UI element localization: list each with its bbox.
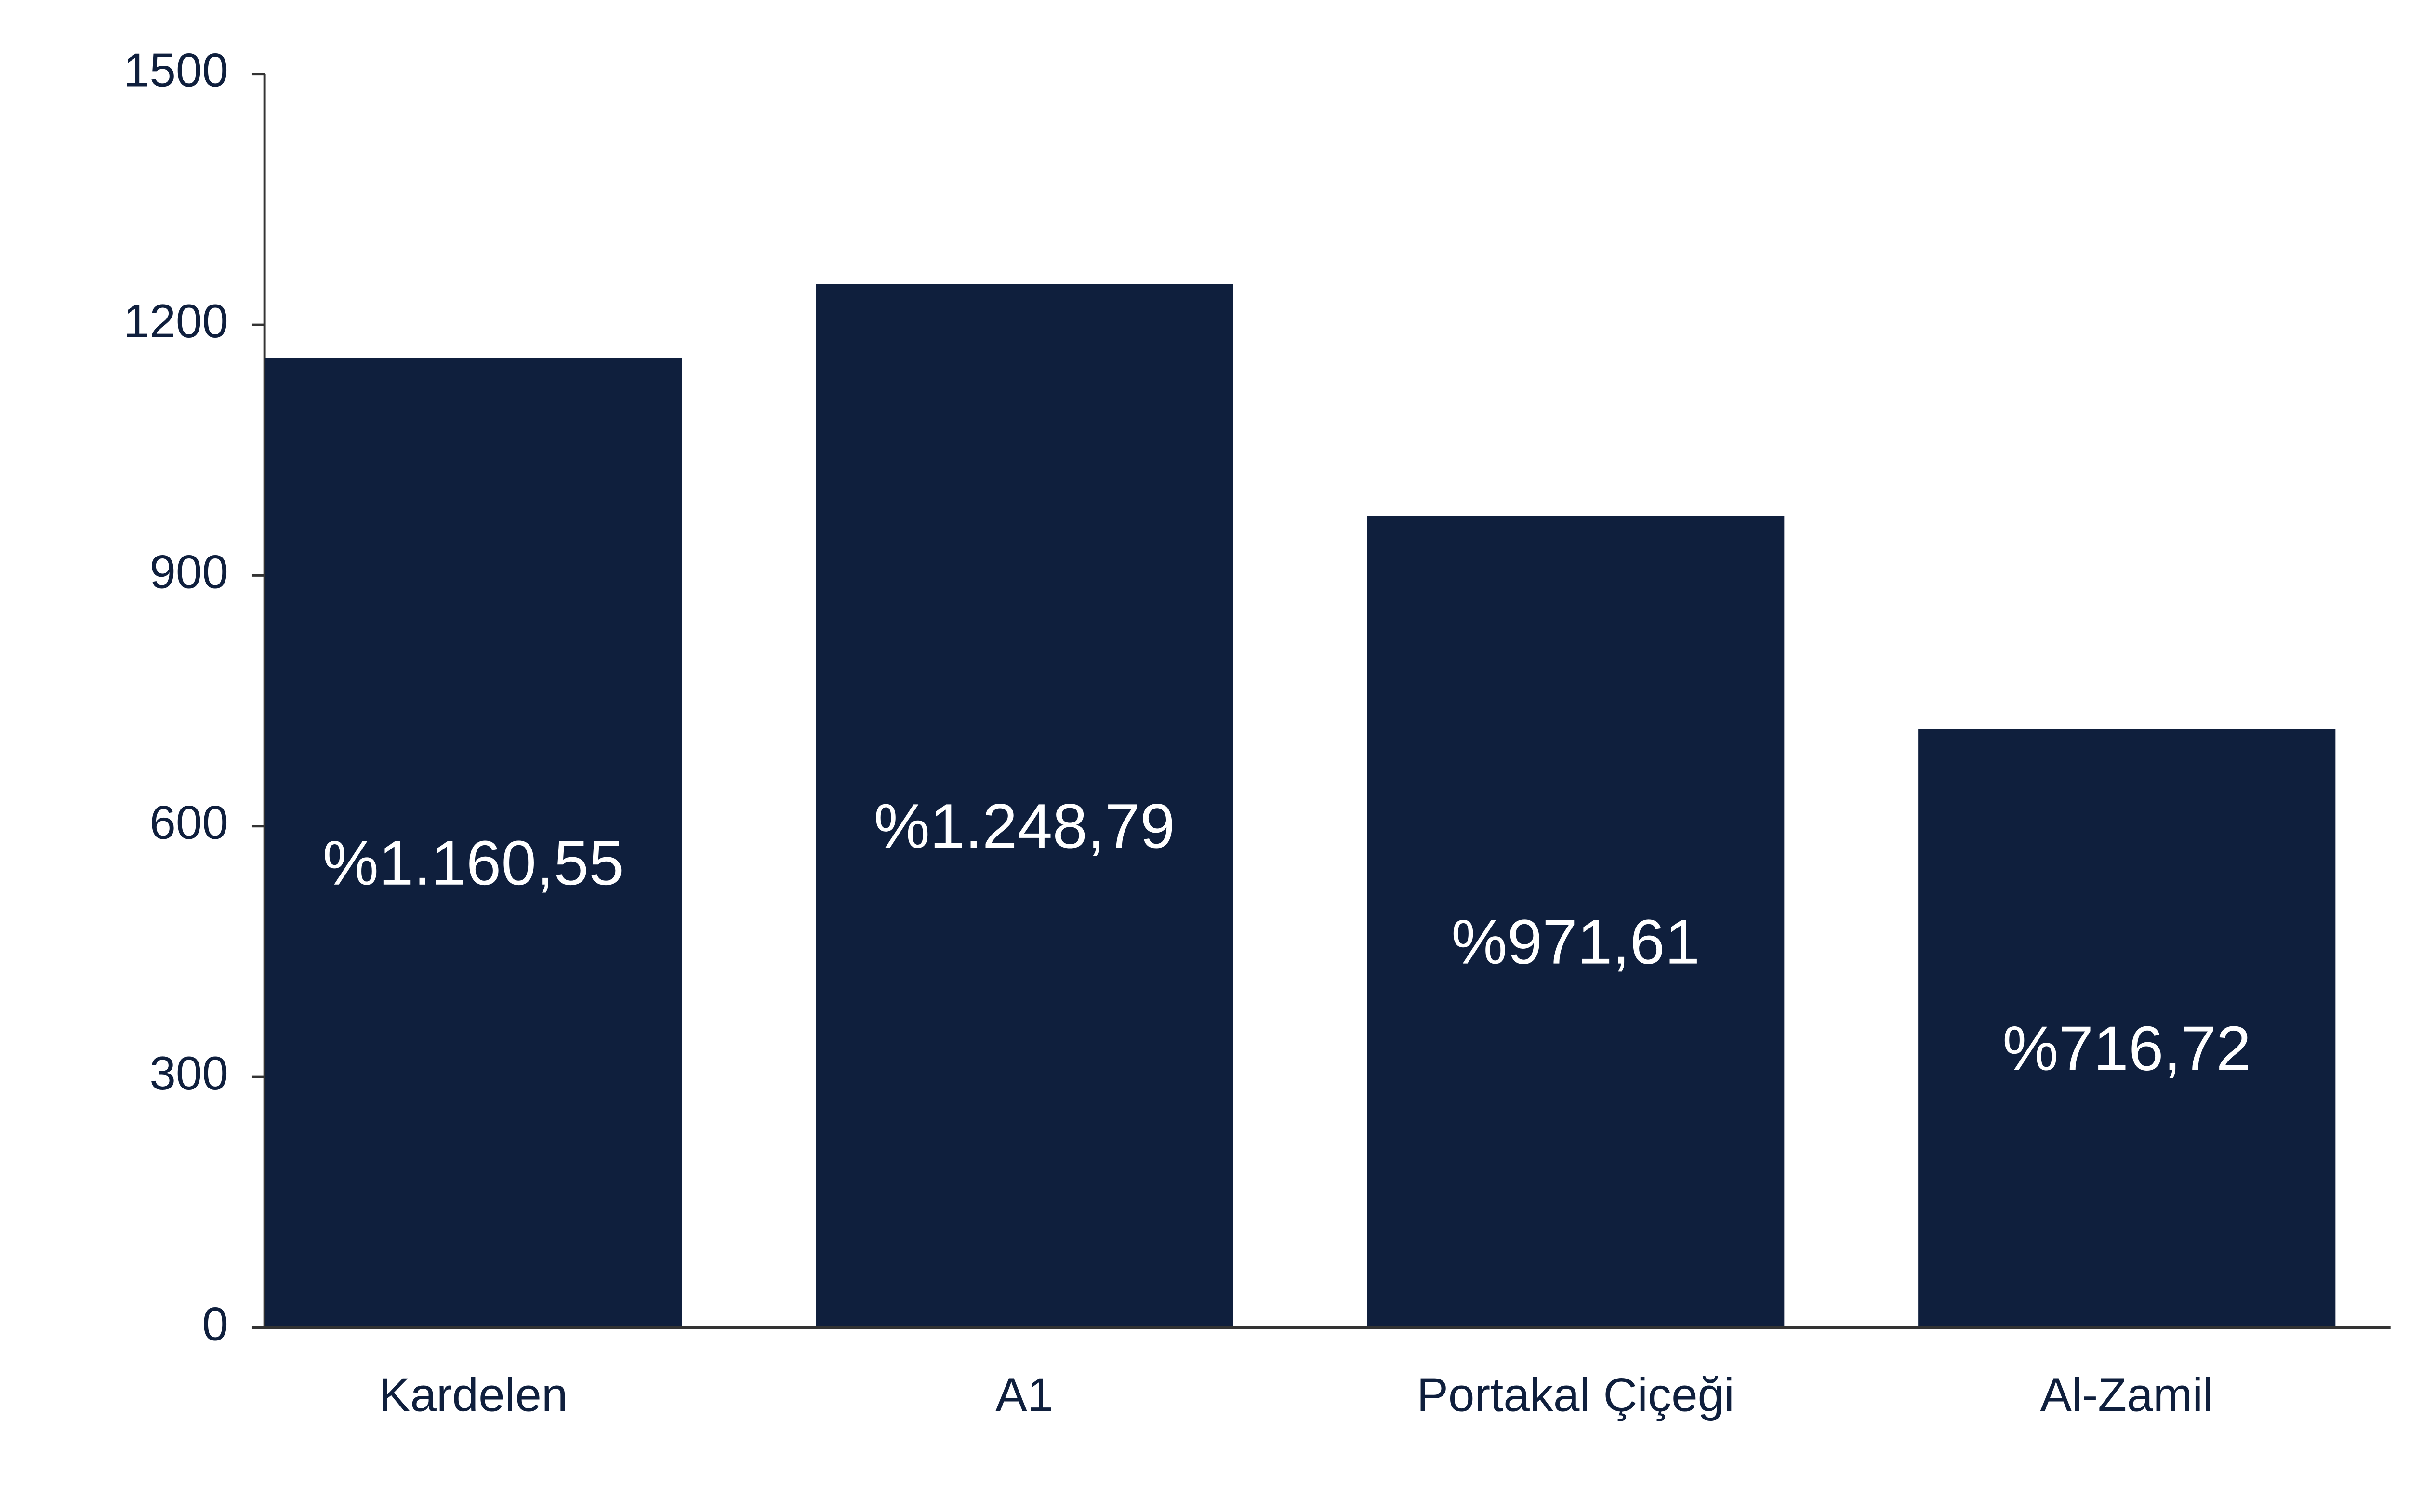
data-label: %1.248,79 <box>874 791 1175 861</box>
data-label: %716,72 <box>2002 1013 2251 1084</box>
y-tick-label: 600 <box>149 796 228 849</box>
y-tick-label: 300 <box>149 1047 228 1100</box>
bar <box>816 284 1233 1328</box>
data-label: %971,61 <box>1451 907 1700 977</box>
x-tick-label: Portakal Çiçeği <box>1417 1368 1734 1421</box>
y-tick-label: 1500 <box>123 44 228 97</box>
bar <box>265 358 682 1328</box>
x-tick-label: A1 <box>995 1368 1053 1421</box>
bar <box>1367 516 1785 1328</box>
y-tick-label: 0 <box>202 1297 228 1350</box>
x-tick-label: Al-Zamil <box>2040 1368 2213 1421</box>
data-label: %1.160,55 <box>323 828 624 898</box>
y-tick-label: 900 <box>149 545 228 598</box>
x-tick-label: Kardelen <box>379 1368 568 1421</box>
y-tick-label: 1200 <box>123 294 228 347</box>
bar <box>1918 729 2336 1328</box>
